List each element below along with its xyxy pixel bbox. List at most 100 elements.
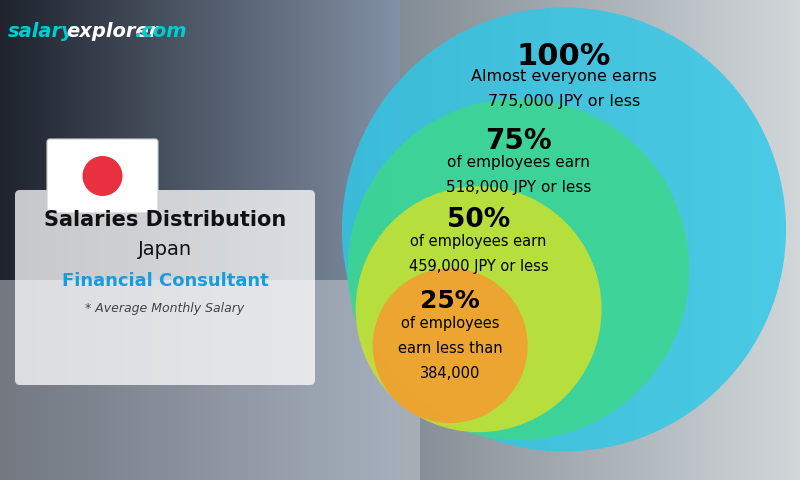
Bar [359, 0, 360, 480]
Bar [477, 0, 478, 480]
Bar [319, 0, 320, 480]
Bar [232, 0, 233, 480]
Bar [458, 0, 459, 480]
Bar [141, 0, 142, 480]
Bar [630, 0, 631, 480]
Bar [613, 0, 614, 480]
Bar [453, 0, 454, 480]
Bar [461, 0, 462, 480]
Bar [129, 0, 130, 480]
Bar [697, 0, 698, 480]
Bar [20, 0, 21, 480]
Bar [481, 0, 482, 480]
Bar [4, 0, 5, 480]
Text: of employees earn: of employees earn [447, 155, 590, 169]
Bar [280, 0, 281, 480]
Bar [300, 0, 301, 480]
Bar [220, 0, 221, 480]
Bar [609, 0, 610, 480]
Bar [82, 0, 83, 480]
Bar [515, 0, 516, 480]
Bar [748, 0, 749, 480]
Bar [140, 0, 141, 480]
Bar [13, 0, 14, 480]
Bar [233, 0, 234, 480]
Bar [558, 0, 559, 480]
Bar [570, 0, 571, 480]
Bar [115, 0, 116, 480]
Bar [713, 0, 714, 480]
Bar [426, 0, 427, 480]
Bar [279, 0, 280, 480]
Bar [284, 0, 285, 480]
Bar [309, 0, 310, 480]
Bar [148, 0, 149, 480]
Bar [409, 0, 410, 480]
Bar [356, 0, 357, 480]
Bar [585, 0, 586, 480]
Bar [388, 0, 389, 480]
Bar [394, 0, 395, 480]
Bar [631, 0, 632, 480]
Bar [136, 0, 137, 480]
Bar [773, 0, 774, 480]
Bar [391, 0, 392, 480]
Bar [332, 0, 333, 480]
Bar [163, 0, 164, 480]
Bar [301, 0, 302, 480]
Bar [746, 0, 747, 480]
Bar [483, 0, 484, 480]
Bar [290, 0, 291, 480]
Bar [756, 0, 757, 480]
Bar [287, 0, 288, 480]
Bar [797, 0, 798, 480]
Bar [175, 0, 176, 480]
Bar [638, 0, 639, 480]
Bar [380, 0, 381, 480]
Bar [27, 0, 28, 480]
Bar [594, 0, 595, 480]
Bar [324, 0, 325, 480]
Bar [242, 0, 243, 480]
Bar [354, 0, 355, 480]
Bar [524, 0, 525, 480]
Bar [434, 0, 435, 480]
Text: 75%: 75% [485, 127, 552, 155]
Bar [275, 0, 276, 480]
Bar [208, 0, 209, 480]
Bar [168, 0, 169, 480]
Bar [431, 0, 432, 480]
Bar [50, 0, 51, 480]
Bar [0, 280, 420, 480]
Bar [177, 0, 178, 480]
Bar [92, 0, 93, 480]
Bar [478, 0, 479, 480]
Bar [173, 0, 174, 480]
Bar [619, 0, 620, 480]
Bar [614, 0, 615, 480]
Bar [252, 0, 253, 480]
Bar [438, 0, 439, 480]
Bar [429, 0, 430, 480]
Bar [663, 0, 664, 480]
Circle shape [82, 156, 122, 196]
Bar [97, 0, 98, 480]
Bar [498, 0, 499, 480]
Bar [138, 0, 139, 480]
Bar [327, 0, 328, 480]
Bar [564, 0, 565, 480]
Text: 100%: 100% [517, 42, 611, 71]
Bar [196, 0, 197, 480]
Bar [384, 0, 385, 480]
Bar [576, 0, 577, 480]
Bar [336, 0, 337, 480]
Bar [568, 0, 569, 480]
Bar [761, 0, 762, 480]
Bar [714, 0, 715, 480]
Bar [96, 0, 97, 480]
Bar [311, 0, 312, 480]
Bar [450, 0, 451, 480]
Bar [90, 0, 91, 480]
Bar [561, 0, 562, 480]
Bar [292, 0, 293, 480]
